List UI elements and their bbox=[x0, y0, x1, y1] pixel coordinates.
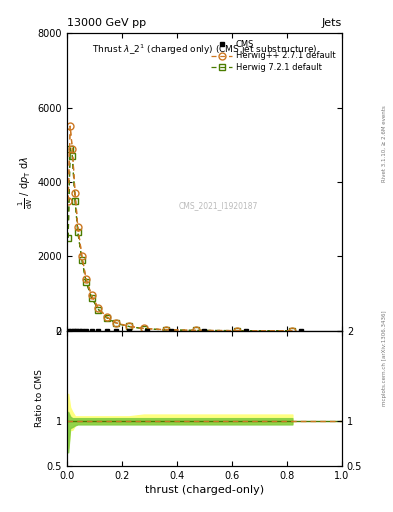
CMS bbox=[96, 328, 101, 334]
Herwig 7.2.1 default bbox=[194, 327, 198, 333]
Herwig 7.2.1 default bbox=[105, 315, 109, 321]
Herwig 7.2.1 default bbox=[66, 234, 71, 241]
Herwig++ 2.7.1 default bbox=[96, 305, 101, 311]
Text: Thrust $\lambda\_2^1$ (charged only) (CMS jet substructure): Thrust $\lambda\_2^1$ (charged only) (CM… bbox=[92, 42, 317, 57]
CMS bbox=[72, 328, 76, 334]
Herwig++ 2.7.1 default bbox=[66, 198, 71, 204]
Y-axis label: $\frac{1}{\mathrm{d}N}$ / $\mathrm{d}p_\mathrm{T}$ $\mathrm{d}\lambda$: $\frac{1}{\mathrm{d}N}$ / $\mathrm{d}p_\… bbox=[16, 156, 35, 208]
Text: CMS_2021_I1920187: CMS_2021_I1920187 bbox=[178, 201, 258, 210]
Herwig 7.2.1 default bbox=[96, 307, 101, 313]
Herwig 7.2.1 default bbox=[84, 279, 88, 285]
Herwig++ 2.7.1 default bbox=[163, 327, 168, 333]
Herwig++ 2.7.1 default bbox=[84, 275, 88, 282]
CMS bbox=[66, 328, 71, 334]
Text: mcplots.cern.ch [arXiv:1306.3436]: mcplots.cern.ch [arXiv:1306.3436] bbox=[382, 311, 387, 406]
CMS bbox=[127, 328, 131, 334]
Herwig 7.2.1 default bbox=[75, 229, 80, 236]
Herwig++ 2.7.1 default bbox=[127, 323, 131, 329]
Herwig++ 2.7.1 default bbox=[89, 292, 94, 298]
X-axis label: thrust (charged-only): thrust (charged-only) bbox=[145, 485, 264, 495]
Herwig 7.2.1 default bbox=[68, 145, 72, 152]
Herwig 7.2.1 default bbox=[163, 327, 168, 333]
CMS bbox=[105, 328, 109, 334]
Herwig++ 2.7.1 default bbox=[114, 320, 119, 326]
Herwig 7.2.1 default bbox=[141, 326, 146, 332]
Herwig 7.2.1 default bbox=[73, 198, 77, 204]
Herwig++ 2.7.1 default bbox=[105, 314, 109, 320]
Line: Herwig++ 2.7.1 default: Herwig++ 2.7.1 default bbox=[65, 123, 296, 334]
CMS bbox=[89, 328, 94, 334]
Herwig 7.2.1 default bbox=[290, 328, 295, 334]
CMS bbox=[79, 328, 84, 334]
Herwig++ 2.7.1 default bbox=[194, 327, 198, 333]
CMS bbox=[298, 328, 303, 334]
Herwig++ 2.7.1 default bbox=[235, 328, 240, 334]
Herwig++ 2.7.1 default bbox=[75, 224, 80, 230]
CMS bbox=[84, 328, 88, 334]
Text: Jets: Jets bbox=[321, 18, 342, 28]
CMS bbox=[169, 328, 174, 334]
Herwig 7.2.1 default bbox=[114, 320, 119, 326]
Herwig 7.2.1 default bbox=[235, 328, 240, 334]
CMS bbox=[243, 328, 248, 334]
CMS bbox=[74, 328, 79, 334]
CMS bbox=[77, 328, 82, 334]
CMS bbox=[202, 328, 207, 334]
Legend: CMS, Herwig++ 2.7.1 default, Herwig 7.2.1 default: CMS, Herwig++ 2.7.1 default, Herwig 7.2.… bbox=[209, 37, 338, 74]
Herwig 7.2.1 default bbox=[89, 294, 94, 301]
Herwig++ 2.7.1 default bbox=[141, 326, 146, 332]
CMS bbox=[114, 328, 119, 334]
Herwig++ 2.7.1 default bbox=[70, 145, 75, 152]
Text: 13000 GeV pp: 13000 GeV pp bbox=[67, 18, 146, 28]
Herwig 7.2.1 default bbox=[79, 257, 84, 263]
CMS bbox=[68, 328, 73, 334]
Herwig 7.2.1 default bbox=[127, 324, 131, 330]
Herwig++ 2.7.1 default bbox=[73, 190, 77, 196]
Line: Herwig 7.2.1 default: Herwig 7.2.1 default bbox=[65, 145, 296, 334]
Herwig++ 2.7.1 default bbox=[68, 123, 72, 130]
Text: Rivet 3.1.10, ≥ 2.6M events: Rivet 3.1.10, ≥ 2.6M events bbox=[382, 105, 387, 182]
Herwig++ 2.7.1 default bbox=[290, 328, 295, 334]
Herwig++ 2.7.1 default bbox=[79, 253, 84, 260]
Line: CMS: CMS bbox=[66, 328, 303, 333]
Y-axis label: Ratio to CMS: Ratio to CMS bbox=[35, 369, 44, 427]
Herwig 7.2.1 default bbox=[70, 153, 75, 159]
CMS bbox=[144, 328, 149, 334]
